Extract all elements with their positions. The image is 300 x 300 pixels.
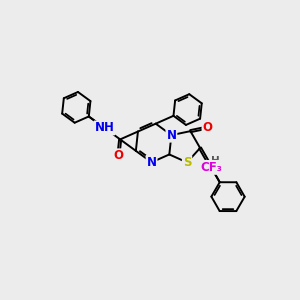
Text: N: N	[146, 156, 157, 169]
Text: S: S	[183, 156, 191, 169]
Text: NH: NH	[94, 122, 114, 134]
Text: O: O	[113, 149, 123, 162]
Text: N: N	[167, 129, 176, 142]
Text: O: O	[202, 121, 212, 134]
Text: H: H	[211, 156, 220, 166]
Text: CF₃: CF₃	[200, 161, 222, 174]
